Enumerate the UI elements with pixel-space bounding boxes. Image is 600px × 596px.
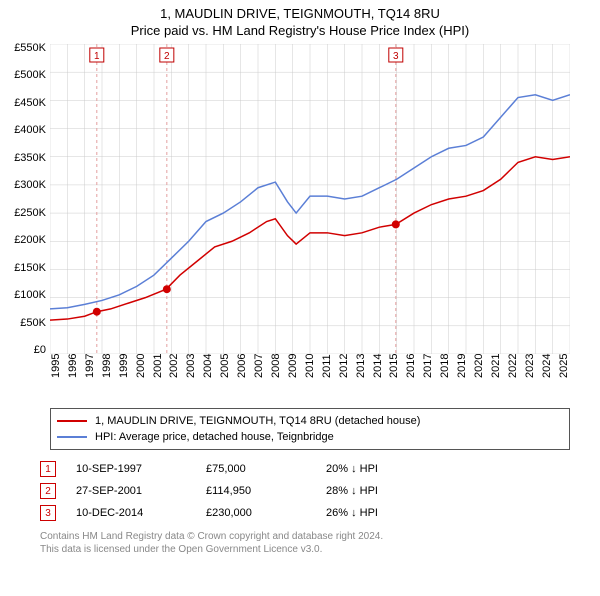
y-tick-label: £150K <box>0 264 46 272</box>
x-tick-label: 1998 <box>101 354 113 404</box>
transactions-table: 1 10-SEP-1997£75,00020% ↓ HPI 2 27-SEP-2001… <box>40 458 600 524</box>
x-tick-label: 1995 <box>50 354 62 404</box>
y-tick-label: £350K <box>0 154 46 162</box>
x-tick-label: 2019 <box>456 354 468 404</box>
x-tick-label: 2017 <box>422 354 434 404</box>
x-tick-label: 2001 <box>152 354 164 404</box>
y-tick-label: £250K <box>0 209 46 217</box>
x-tick-label: 2002 <box>168 354 180 404</box>
x-tick-label: 2008 <box>270 354 282 404</box>
svg-text:2: 2 <box>164 51 170 62</box>
x-tick-label: 2006 <box>236 354 248 404</box>
x-axis: 1995 1996 1997 1998 1999 2000 2001 2002 2003 2004… <box>50 354 570 404</box>
x-tick-label: 2015 <box>388 354 400 404</box>
svg-text:3: 3 <box>393 51 399 62</box>
y-tick-label: £300K <box>0 181 46 189</box>
x-tick-label: 2022 <box>507 354 519 404</box>
legend-swatch <box>57 420 87 422</box>
x-tick-label: 2007 <box>253 354 265 404</box>
footer-line: Contains HM Land Registry data © Crown c… <box>40 530 600 543</box>
table-row: 2 27-SEP-2001£114,95028% ↓ HPI <box>40 480 600 502</box>
y-tick-label: £450K <box>0 99 46 107</box>
legend-swatch <box>57 436 87 438</box>
transaction-price: £75,000 <box>206 463 326 475</box>
x-tick-label: 2011 <box>321 354 333 404</box>
x-tick-label: 2003 <box>185 354 197 404</box>
legend-item: 1, MAUDLIN DRIVE, TEIGNMOUTH, TQ14 8RU (… <box>57 413 563 429</box>
legend: 1, MAUDLIN DRIVE, TEIGNMOUTH, TQ14 8RU (… <box>50 408 570 450</box>
legend-item: HPI: Average price, detached house, Teig… <box>57 429 563 445</box>
x-tick-label: 2023 <box>524 354 536 404</box>
x-tick-label: 2014 <box>372 354 384 404</box>
transaction-price: £114,950 <box>206 485 326 497</box>
legend-label: 1, MAUDLIN DRIVE, TEIGNMOUTH, TQ14 8RU (… <box>95 415 420 427</box>
table-row: 1 10-SEP-1997£75,00020% ↓ HPI <box>40 458 600 480</box>
transaction-date: 10-SEP-1997 <box>76 463 206 475</box>
x-tick-label: 2005 <box>219 354 231 404</box>
y-tick-label: £0 <box>0 346 46 354</box>
marker-number-box: 1 <box>40 461 56 477</box>
page-title: 1, MAUDLIN DRIVE, TEIGNMOUTH, TQ14 8RU <box>0 6 600 21</box>
transaction-price: £230,000 <box>206 507 326 519</box>
footer-line: This data is licensed under the Open Gov… <box>40 543 600 556</box>
x-tick-label: 1999 <box>118 354 130 404</box>
transaction-delta: 28% ↓ HPI <box>326 485 446 497</box>
transaction-delta: 20% ↓ HPI <box>326 463 446 475</box>
transaction-date: 27-SEP-2001 <box>76 485 206 497</box>
page-subtitle: Price paid vs. HM Land Registry's House … <box>0 23 600 38</box>
table-row: 3 10-DEC-2014£230,00026% ↓ HPI <box>40 502 600 524</box>
x-tick-label: 2020 <box>473 354 485 404</box>
x-tick-label: 1996 <box>67 354 79 404</box>
y-tick-label: £100K <box>0 291 46 299</box>
svg-text:1: 1 <box>94 51 100 62</box>
x-tick-label: 2025 <box>558 354 570 404</box>
y-tick-label: £550K <box>0 44 46 52</box>
legend-label: HPI: Average price, detached house, Teig… <box>95 431 334 443</box>
x-tick-label: 2004 <box>202 354 214 404</box>
x-tick-label: 2016 <box>405 354 417 404</box>
x-tick-label: 2024 <box>541 354 553 404</box>
y-tick-label: £400K <box>0 126 46 134</box>
y-tick-label: £500K <box>0 71 46 79</box>
chart-plot: 1 2 3 <box>50 44 570 354</box>
transaction-delta: 26% ↓ HPI <box>326 507 446 519</box>
x-tick-label: 2013 <box>355 354 367 404</box>
transaction-date: 10-DEC-2014 <box>76 507 206 519</box>
x-tick-label: 2009 <box>287 354 299 404</box>
marker-number-box: 2 <box>40 483 56 499</box>
x-tick-label: 2010 <box>304 354 316 404</box>
marker-number-box: 3 <box>40 505 56 521</box>
x-tick-label: 2018 <box>439 354 451 404</box>
y-tick-label: £200K <box>0 236 46 244</box>
x-tick-label: 2000 <box>135 354 147 404</box>
y-tick-label: £50K <box>0 319 46 327</box>
x-tick-label: 1997 <box>84 354 96 404</box>
x-tick-label: 2012 <box>338 354 350 404</box>
y-axis: £0 £50K £100K £150K £200K £250K £300K £350K £400… <box>0 44 50 354</box>
footer: Contains HM Land Registry data © Crown c… <box>40 530 600 556</box>
x-tick-label: 2021 <box>490 354 502 404</box>
